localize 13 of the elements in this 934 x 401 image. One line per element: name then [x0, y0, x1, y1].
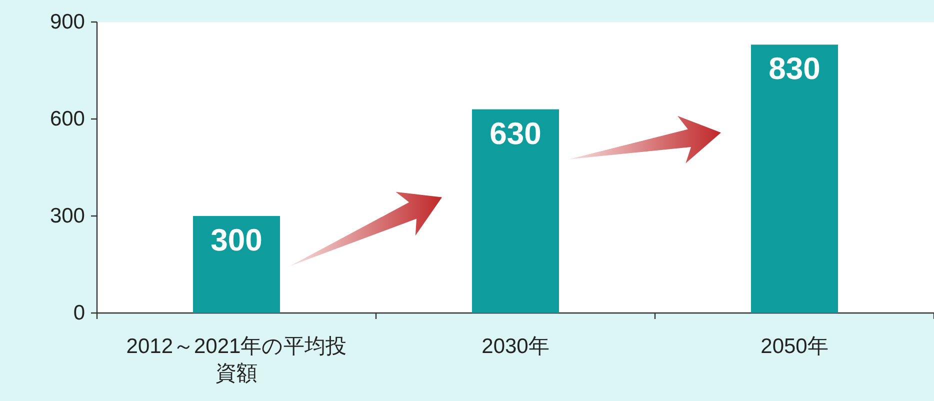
- data-label: 630: [490, 116, 542, 151]
- bar: [193, 216, 280, 313]
- x-tick-label: 2012～2021年の平均投資額: [126, 335, 347, 385]
- data-label: 300: [210, 222, 262, 258]
- y-tick-label: 0: [73, 302, 85, 324]
- y-tick-label: 600: [50, 108, 85, 130]
- data-label: 830: [768, 51, 820, 86]
- x-tick-label: 2030年: [482, 335, 550, 358]
- x-tick-label: 2050年: [760, 335, 828, 358]
- y-tick-label: 900: [50, 10, 85, 34]
- y-tick-label: 300: [50, 204, 85, 228]
- bar: [751, 44, 838, 313]
- bar: [472, 109, 559, 313]
